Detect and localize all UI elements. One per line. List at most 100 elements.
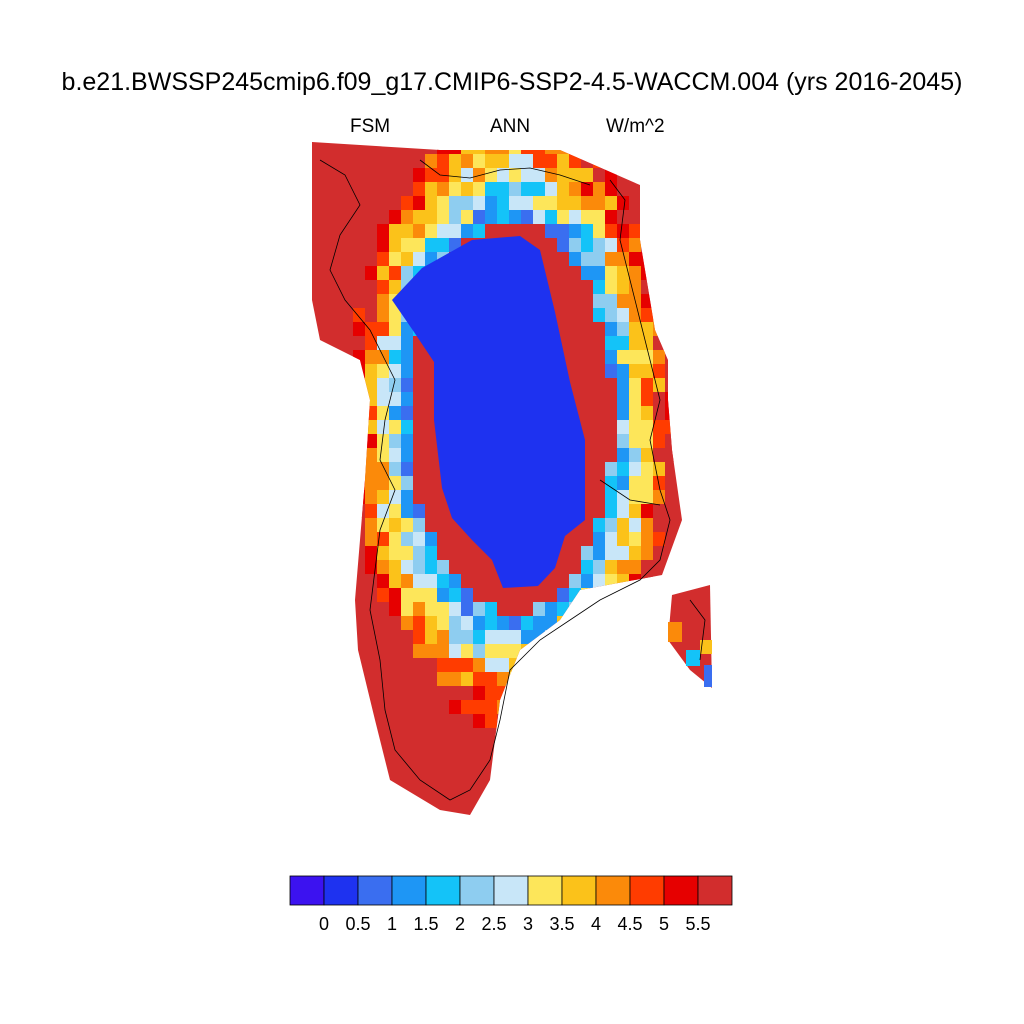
grid-cell	[389, 448, 401, 462]
grid-cell	[509, 168, 521, 182]
grid-cell	[593, 532, 605, 546]
grid-cell	[557, 588, 569, 602]
grid-cell	[581, 574, 593, 588]
grid-cell	[629, 336, 641, 350]
grid-cell	[449, 182, 461, 196]
grid-cell	[473, 154, 485, 168]
grid-cell	[509, 182, 521, 196]
grid-cell	[641, 406, 653, 420]
grid-cell	[545, 182, 557, 196]
grid-cell	[581, 560, 593, 574]
grid-cell	[545, 602, 557, 616]
grid-cell	[401, 420, 413, 434]
subtitle-variable: FSM	[350, 116, 391, 137]
grid-cell	[653, 532, 665, 546]
grid-cell	[461, 602, 473, 616]
grid-cell	[413, 182, 425, 196]
grid-cell	[653, 448, 665, 462]
grid-cell	[413, 196, 425, 210]
grid-cell	[521, 210, 533, 224]
colorbar-label: 0.5	[345, 914, 370, 934]
grid-cell	[593, 308, 605, 322]
grid-cell	[365, 518, 377, 532]
grid-cell	[617, 280, 629, 294]
grid-cell	[473, 182, 485, 196]
grid-cell	[377, 238, 389, 252]
grid-cell	[653, 462, 665, 476]
grid-cell	[485, 658, 497, 672]
grid-cell	[629, 462, 641, 476]
colorbar-labels: 0 0.5 1 1.5 2 2.5 3 3.5 4 4.5 5 5.5	[319, 914, 711, 934]
grid-cell	[365, 280, 377, 294]
grid-cell	[461, 210, 473, 224]
grid-cell	[449, 574, 461, 588]
grid-cell	[629, 350, 641, 364]
grid-cell	[641, 546, 653, 560]
grid-cell	[497, 630, 509, 644]
grid-cell	[449, 644, 461, 658]
colorbar-box	[391, 875, 427, 906]
grid-cell	[437, 238, 449, 252]
grid-cell	[461, 700, 473, 714]
grid-cell	[617, 224, 629, 238]
ice-sheet-interior	[392, 236, 585, 588]
grid-cell	[617, 518, 629, 532]
grid-cell	[425, 560, 437, 574]
grid-cell	[605, 196, 617, 210]
grid-cell	[581, 224, 593, 238]
grid-cell	[485, 210, 497, 224]
grid-cell	[437, 560, 449, 574]
grid-cell	[557, 182, 569, 196]
grid-cell	[449, 154, 461, 168]
grid-cell	[497, 168, 509, 182]
grid-cell	[413, 252, 425, 266]
grid-cell	[629, 406, 641, 420]
grid-cell	[497, 182, 509, 196]
grid-cell	[425, 616, 437, 630]
grid-cell	[569, 182, 581, 196]
grid-cell	[533, 616, 545, 630]
grid-cell	[377, 420, 389, 434]
grid-cell	[485, 644, 497, 658]
grid-cell	[569, 224, 581, 238]
grid-cell	[485, 686, 497, 700]
plot-title: b.e21.BWSSP245cmip6.f09_g17.CMIP6-SSP2-4…	[61, 68, 963, 96]
grid-cell	[401, 238, 413, 252]
grid-cell	[617, 308, 629, 322]
grid-cell	[605, 462, 617, 476]
grid-cell	[485, 154, 497, 168]
grid-cell	[461, 588, 473, 602]
grid-cell	[389, 280, 401, 294]
grid-cell	[449, 210, 461, 224]
grid-cell	[413, 532, 425, 546]
grid-cell	[365, 322, 377, 336]
grid-cell	[593, 266, 605, 280]
grid-cell	[377, 252, 389, 266]
grid-cell	[617, 322, 629, 336]
grid-cell	[581, 210, 593, 224]
grid-cell	[521, 616, 533, 630]
grid-cell	[617, 462, 629, 476]
grid-cell	[629, 420, 641, 434]
grid-cell	[533, 168, 545, 182]
grid-cell	[461, 630, 473, 644]
grid-cell	[569, 168, 581, 182]
grid-cell	[641, 336, 653, 350]
grid-cell	[365, 364, 377, 378]
grid-cell	[617, 448, 629, 462]
grid-cell	[413, 658, 425, 672]
grid-cell	[509, 630, 521, 644]
grid-cell	[401, 616, 413, 630]
grid-cell	[653, 364, 665, 378]
grid-cell	[605, 252, 617, 266]
coastline	[319, 159, 706, 801]
grid-cell	[365, 350, 377, 364]
grid-cell	[653, 504, 665, 518]
grid-cell	[449, 196, 461, 210]
grid-cell	[641, 378, 653, 392]
grid-cell	[557, 154, 569, 168]
grid-cell	[629, 322, 641, 336]
grid-cell	[641, 420, 653, 434]
grid-cell	[425, 238, 437, 252]
grid-cell	[629, 280, 641, 294]
